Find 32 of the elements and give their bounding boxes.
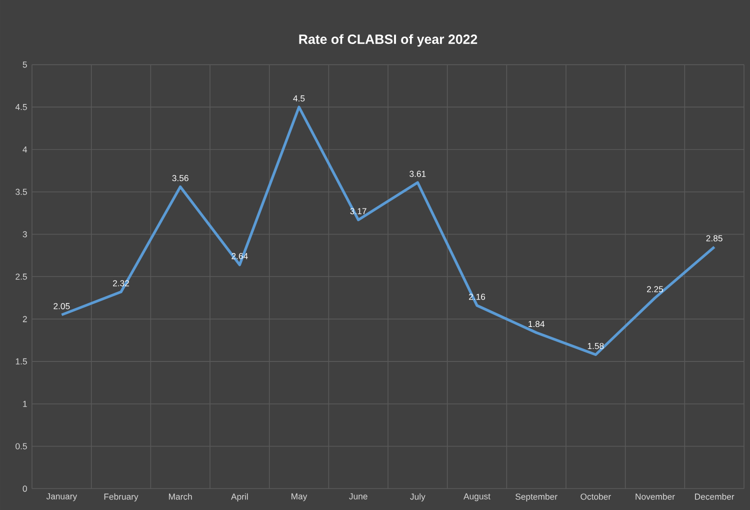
x-tick-label: September — [516, 493, 558, 502]
y-tick-label: 4.5 — [15, 104, 27, 110]
y-tick-label: 5 — [22, 62, 27, 68]
x-tick-label: January — [46, 493, 78, 502]
y-tick-label: 3 — [22, 231, 27, 238]
y-tick-label: 3.5 — [16, 188, 27, 195]
data-label: 1.84 — [528, 320, 545, 328]
y-tick-label: 0.5 — [16, 443, 27, 450]
x-tick-label: February — [104, 493, 138, 502]
x-tick-label: April — [231, 493, 248, 502]
data-label: 1.58 — [588, 342, 604, 350]
y-tick-label: 1.5 — [16, 358, 27, 364]
data-label: 4.5 — [293, 95, 305, 102]
data-label: 3.56 — [172, 175, 188, 182]
x-tick-label: June — [349, 493, 368, 500]
chart-title: Rate of CLABSI of year 2022 — [299, 34, 478, 47]
y-tick-label: 1 — [23, 400, 27, 407]
y-tick-label: 4 — [22, 146, 28, 152]
y-tick-label: 2.5 — [16, 274, 27, 280]
x-tick-label: March — [169, 493, 192, 500]
data-label: 2.85 — [706, 235, 722, 242]
y-tick-label: 0 — [22, 486, 27, 492]
x-tick-label: August — [464, 493, 490, 502]
x-tick-label: November — [636, 493, 675, 500]
x-tick-label: July — [410, 493, 426, 502]
x-tick-label: December — [695, 493, 734, 500]
x-tick-label: May — [292, 493, 308, 502]
x-tick-label: October — [580, 493, 611, 500]
data-label: 2.05 — [54, 303, 70, 310]
data-label: 3.61 — [410, 170, 426, 177]
data-label: 2.25 — [647, 286, 664, 292]
y-tick-label: 2 — [22, 316, 27, 322]
